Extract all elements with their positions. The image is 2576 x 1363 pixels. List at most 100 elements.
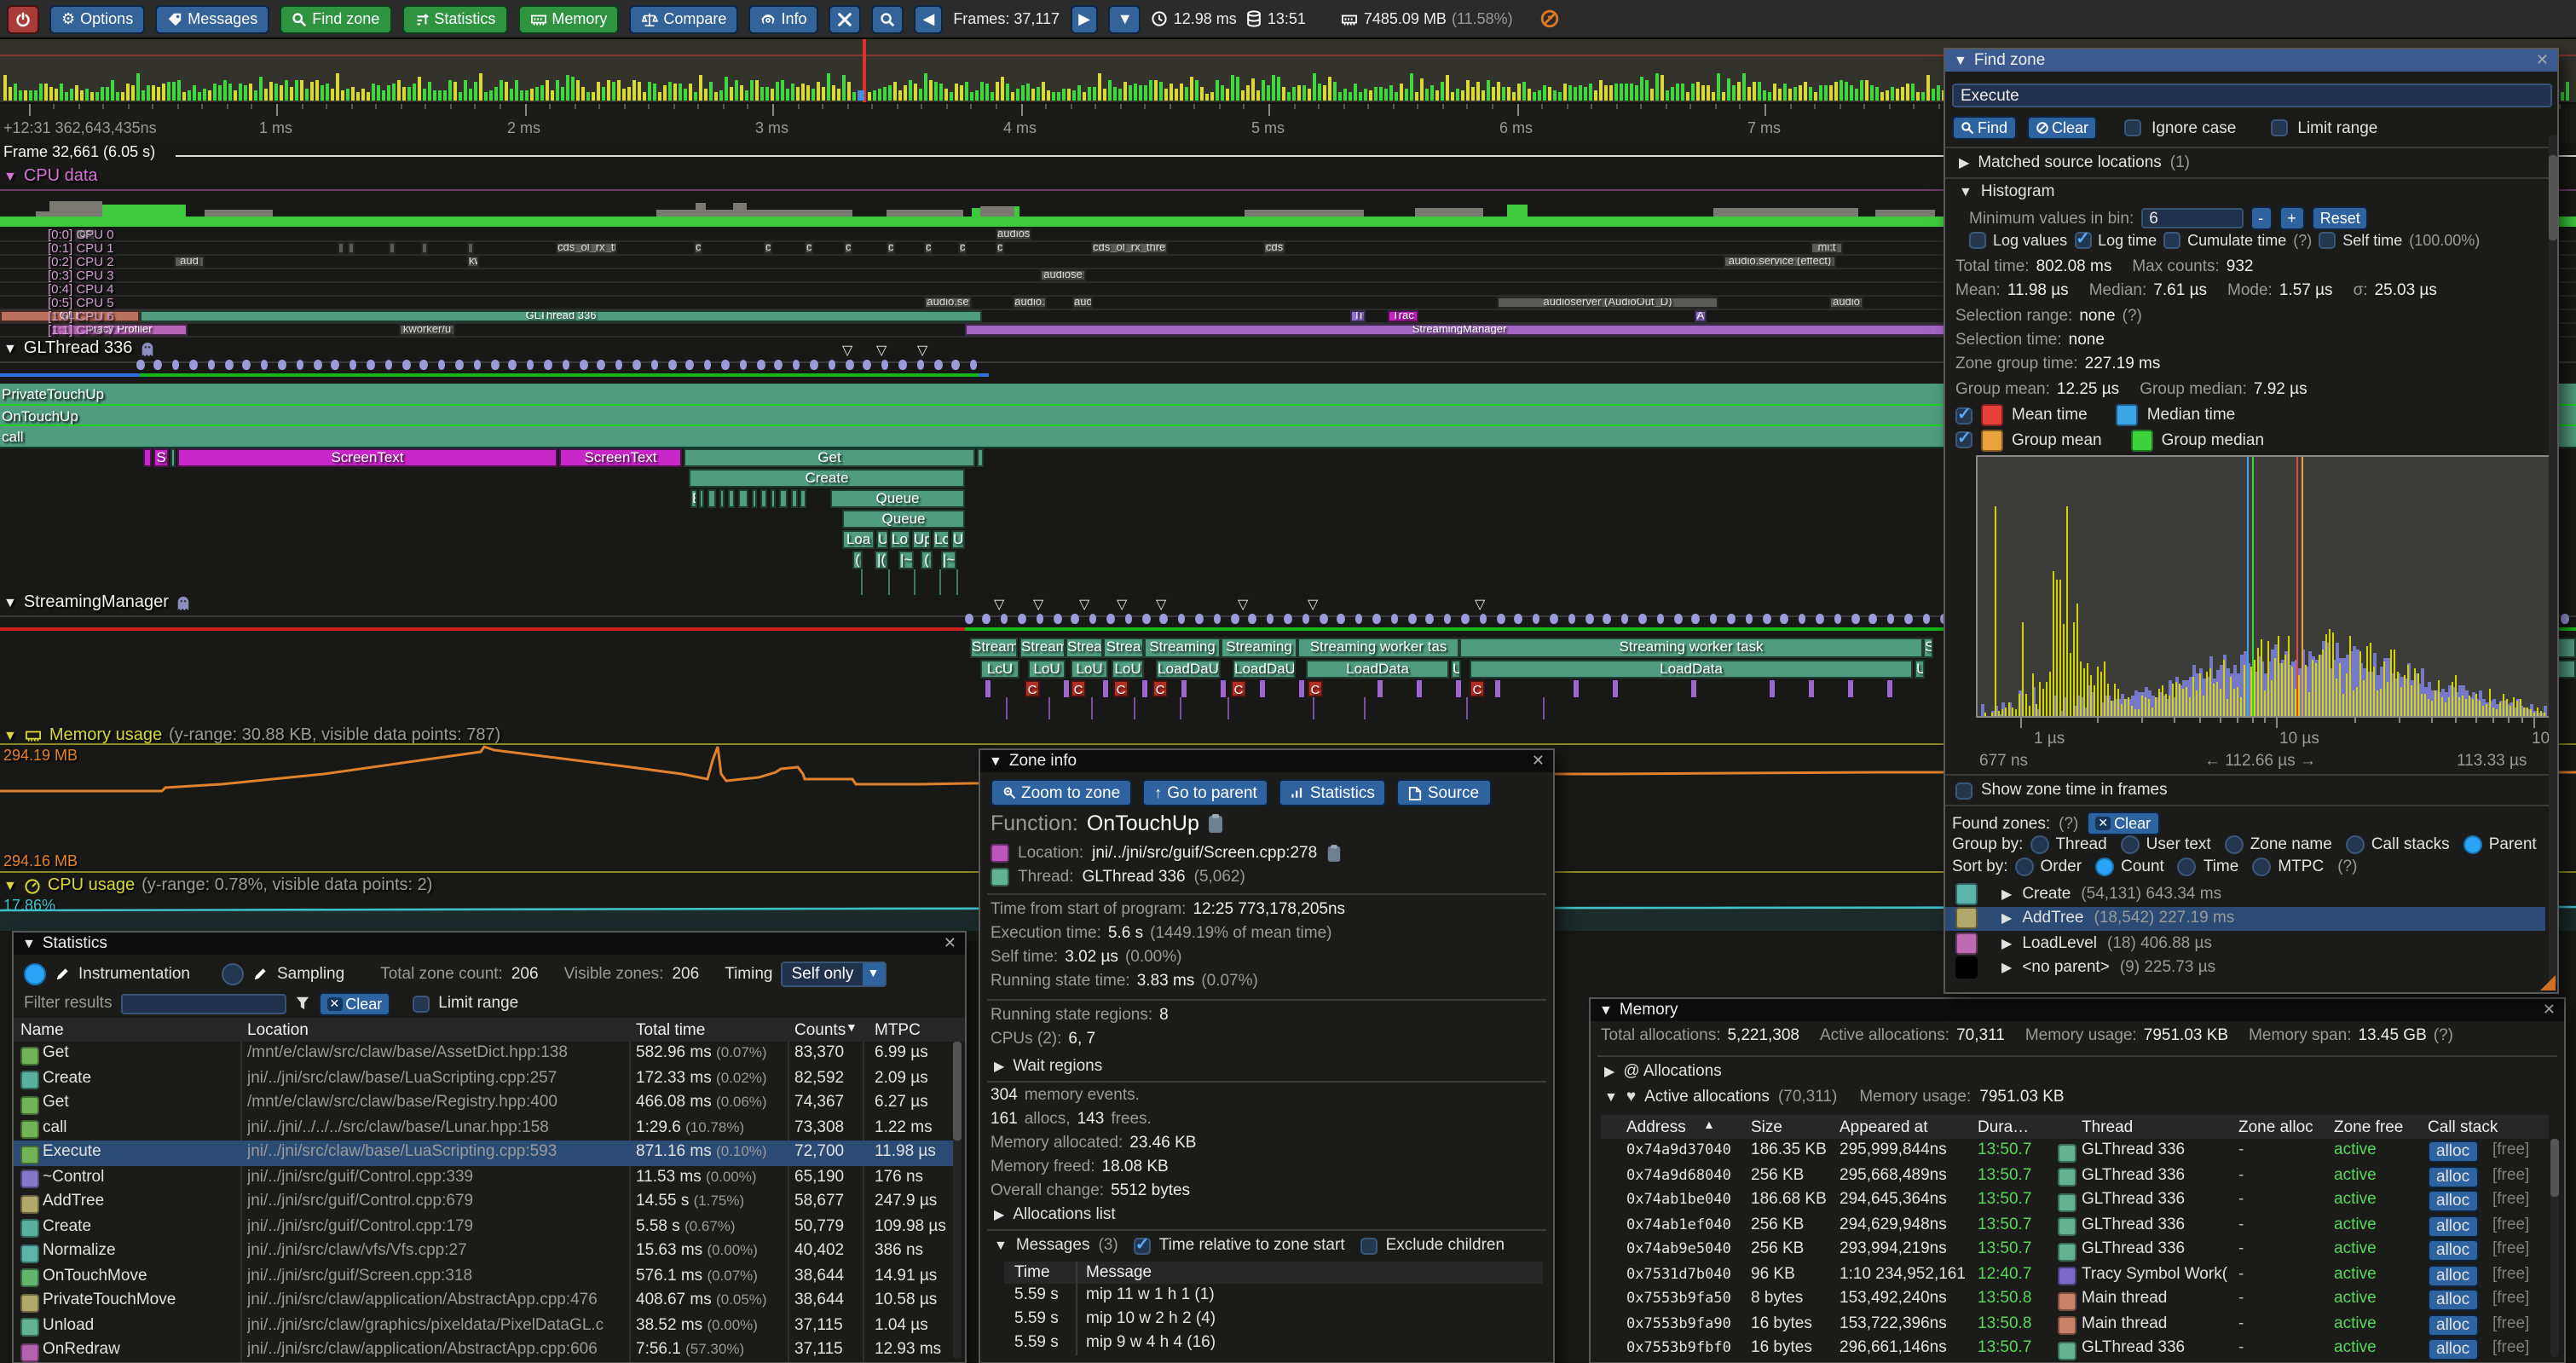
frame-bar[interactable] bbox=[1666, 90, 1669, 100]
frame-bar[interactable] bbox=[274, 83, 278, 100]
go-to-parent-button[interactable]: ↑ Go to parent bbox=[1142, 779, 1269, 806]
frame-bar[interactable] bbox=[1528, 89, 1531, 100]
frame-bar[interactable] bbox=[530, 88, 534, 100]
frame-bar[interactable] bbox=[1640, 77, 1643, 100]
zone-chip[interactable]: audios bbox=[996, 228, 1031, 240]
frame-bar[interactable] bbox=[300, 79, 303, 100]
expand-icon[interactable]: ▶ bbox=[2001, 886, 2013, 902]
column-header[interactable]: Location bbox=[247, 1020, 309, 1039]
frame-bar[interactable] bbox=[1400, 83, 1403, 100]
sub-zone-sliver[interactable] bbox=[1064, 680, 1068, 697]
frame-bar[interactable] bbox=[116, 92, 119, 100]
table-row[interactable]: Get/mnt/e/claw/src/claw/base/AssetDict.h… bbox=[14, 1042, 953, 1066]
memory-table-header[interactable]: Address Size Appeared at Dura… Thread Zone al… bbox=[1601, 1115, 2549, 1139]
frame-bar[interactable] bbox=[1512, 92, 1516, 100]
frame-bar[interactable] bbox=[653, 84, 656, 100]
frame-bar[interactable] bbox=[571, 77, 575, 100]
error-zone-chip[interactable]: C bbox=[1231, 680, 1246, 697]
frame-bar[interactable] bbox=[1783, 83, 1787, 100]
frame-bar[interactable] bbox=[428, 81, 431, 100]
zone-chip[interactable] bbox=[708, 488, 716, 507]
table-row[interactable]: Unload jni/../jni/src/claw/graphics/pixel… bbox=[14, 1314, 953, 1338]
frame-bar[interactable] bbox=[1159, 82, 1163, 100]
zone-chip[interactable]: ( bbox=[852, 550, 863, 569]
frame-bar[interactable] bbox=[505, 82, 508, 100]
radio-parent[interactable] bbox=[2463, 835, 2482, 854]
frame-bar[interactable] bbox=[1686, 91, 1689, 100]
message-marker-icon[interactable]: ▽ bbox=[1117, 597, 1128, 612]
frame-bar[interactable] bbox=[1246, 84, 1250, 100]
alloc-callstack-button[interactable]: alloc bbox=[2428, 1141, 2479, 1163]
frame-dropdown-button[interactable]: ▼ bbox=[1108, 4, 1141, 33]
column-header[interactable]: Thread bbox=[2082, 1118, 2134, 1136]
frame-bar[interactable] bbox=[1374, 87, 1378, 100]
zone-chip[interactable]: Strea bbox=[1103, 638, 1144, 657]
frame-bar[interactable] bbox=[1896, 89, 1899, 100]
zone-statistics-button[interactable]: Statistics bbox=[1279, 779, 1387, 806]
frame-bar[interactable] bbox=[898, 90, 902, 100]
zone-chip[interactable]: c bbox=[887, 241, 895, 254]
zone-chip[interactable]: LoU bbox=[1112, 659, 1144, 679]
frame-bar[interactable] bbox=[1901, 87, 1904, 100]
frame-bar[interactable] bbox=[699, 75, 702, 100]
frame-bar[interactable] bbox=[939, 83, 943, 100]
frame-bar[interactable] bbox=[1292, 87, 1296, 100]
frame-bar[interactable] bbox=[1364, 89, 1367, 100]
reset-button[interactable]: Reset bbox=[2311, 206, 2369, 230]
alloc-callstack-button[interactable]: alloc bbox=[2428, 1239, 2479, 1262]
frame-bar[interactable] bbox=[919, 89, 922, 100]
frame-bar[interactable] bbox=[1763, 90, 1766, 100]
zone-chip[interactable]: Get bbox=[684, 448, 975, 466]
frame-bar[interactable] bbox=[29, 90, 32, 100]
zone-chip[interactable] bbox=[719, 488, 725, 507]
frame-bar[interactable] bbox=[781, 79, 784, 100]
frame-bar[interactable] bbox=[387, 85, 390, 100]
radio-label[interactable]: Call stacks bbox=[2371, 835, 2450, 854]
sub-zone-sliver[interactable] bbox=[1103, 680, 1107, 697]
frame-bar[interactable] bbox=[264, 88, 268, 100]
frame-bar[interactable] bbox=[1323, 85, 1326, 100]
radio-user-text[interactable] bbox=[2120, 835, 2140, 854]
frame-bar[interactable] bbox=[75, 85, 78, 100]
zone-chip[interactable]: ( bbox=[921, 550, 933, 569]
log-values-label[interactable]: Log values bbox=[1993, 232, 2068, 249]
zone-chip[interactable]: GLT bbox=[0, 309, 140, 322]
error-zone-chip[interactable]: C bbox=[1071, 680, 1086, 697]
frame-bar[interactable] bbox=[1067, 89, 1071, 100]
frame-bar[interactable] bbox=[929, 80, 933, 100]
frame-bar[interactable] bbox=[1042, 81, 1045, 100]
frame-bar[interactable] bbox=[576, 80, 580, 100]
frame-bar[interactable] bbox=[1543, 84, 1546, 100]
sub-zone-sliver[interactable] bbox=[1887, 680, 1892, 697]
collapse-icon[interactable]: ▼ bbox=[3, 728, 17, 743]
frame-bar[interactable] bbox=[1717, 72, 1720, 100]
column-header[interactable]: Dura… bbox=[1978, 1118, 2030, 1136]
frame-bar[interactable] bbox=[1256, 90, 1260, 100]
table-row[interactable]: 0x7553b9fbf0 16 bytes 296,661,146ns 13:50.7… bbox=[1601, 1337, 2549, 1361]
alloc-address[interactable]: 0x74a9d37040 bbox=[1626, 1142, 1731, 1159]
frame-bar[interactable] bbox=[586, 91, 590, 100]
zone-chip[interactable]: c bbox=[958, 241, 967, 254]
radio-time[interactable] bbox=[2177, 858, 2197, 876]
expand-icon[interactable]: ▶ bbox=[994, 1059, 1005, 1074]
radio-label[interactable]: Order bbox=[2040, 858, 2082, 876]
zone-chip[interactable]: Stream bbox=[970, 638, 1018, 657]
frame-bar[interactable] bbox=[1880, 91, 1884, 100]
message-marker-icon[interactable]: ▽ bbox=[1079, 597, 1090, 612]
expand-icon[interactable]: ▶ bbox=[2001, 960, 2013, 976]
alloc-address[interactable]: 0x74ab9e5040 bbox=[1626, 1241, 1731, 1258]
frame-bar[interactable] bbox=[382, 90, 385, 100]
frame-bar[interactable] bbox=[1236, 76, 1239, 100]
column-header[interactable]: Address bbox=[1626, 1118, 1686, 1136]
ignore-case-label[interactable]: Ignore case bbox=[2151, 118, 2237, 137]
frame-bar[interactable] bbox=[213, 83, 217, 100]
table-row[interactable]: Create jni/../jni/src/claw/base/LuaScript… bbox=[14, 1066, 953, 1091]
radio-order[interactable] bbox=[2014, 858, 2034, 876]
find-zone-titlebar[interactable]: ▼ Find zone ✕ bbox=[1945, 49, 2557, 72]
frame-bar[interactable] bbox=[1016, 88, 1019, 100]
filter-input[interactable] bbox=[120, 993, 286, 1014]
frame-bar[interactable] bbox=[346, 89, 349, 100]
message-marker-icon[interactable]: ▽ bbox=[1238, 597, 1249, 612]
collapse-icon[interactable]: ▼ bbox=[989, 754, 1002, 769]
frame-bar[interactable] bbox=[3, 74, 7, 100]
